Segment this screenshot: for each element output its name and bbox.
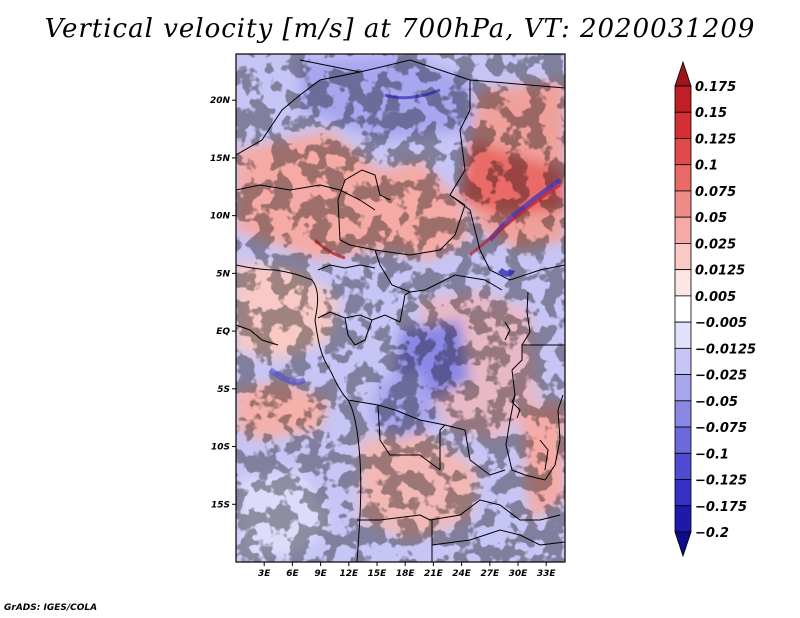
map-frame (235, 53, 566, 563)
colorbar-max-arrow (674, 60, 692, 87)
colorbar-swatch (674, 216, 692, 244)
colorbar-swatch (674, 321, 692, 349)
colorbar-swatch (674, 164, 692, 192)
colorbar-label: 0.075 (695, 185, 736, 200)
colorbar-label: 0.05 (695, 211, 727, 226)
colorbar-swatch (674, 85, 692, 113)
colorbar-swatch (674, 452, 692, 480)
colorbar-label: 0.125 (695, 132, 736, 147)
colorbar-label: 0.005 (695, 290, 736, 305)
lon-tick-label: 30E (509, 569, 529, 579)
colorbar-swatch (674, 426, 692, 454)
lon-tick-label: 3E (258, 569, 271, 579)
colorbar-label: −0.075 (695, 421, 747, 436)
lat-tick-label: 10N (210, 212, 231, 222)
colorbar-label: 0.1 (695, 159, 718, 174)
lat-tick-label: 5N (216, 269, 230, 279)
lon-tick-label: 9E (314, 569, 327, 579)
lon-tick-label: 33E (537, 569, 557, 579)
colorbar-swatch (674, 111, 692, 139)
colorbar-label: 0.15 (695, 106, 727, 121)
colorbar-swatch (674, 243, 692, 271)
colorbar-label: −0.1 (695, 447, 729, 462)
lat-tick-label: 15N (210, 154, 231, 164)
colorbar-label: 0.0125 (695, 264, 745, 279)
colorbar-label: −0.005 (695, 316, 747, 331)
colorbar-label: −0.2 (695, 526, 729, 541)
colorbar: 0.175 0.15 0.125 0.1 0.075 0.05 0.025 0.0125 0.0… (674, 60, 756, 558)
plot-title: Vertical velocity [m/s] at 700hPa, VT: 2… (44, 14, 756, 44)
colorbar-swatch (674, 190, 692, 218)
colorbar-label: −0.05 (695, 395, 738, 410)
grads-credit: GrADS: IGES/COLA (4, 603, 98, 613)
lat-tick-label: 10S (211, 443, 230, 453)
lat-tick-label: 20N (210, 96, 231, 106)
longitude-axis: 3E 6E 9E 12E 15E 18E 21E 24E 27E 30E 33E (258, 562, 556, 579)
lat-tick-label: EQ (216, 327, 230, 337)
colorbar-label: −0.175 (695, 500, 747, 515)
lat-tick-label: 15S (211, 500, 230, 510)
latitude-axis: 20N 15N 10N 5N EQ 5S 10S 15S (210, 96, 236, 510)
lon-tick-label: 21E (424, 569, 444, 579)
lon-tick-label: 18E (396, 569, 416, 579)
colorbar-min-arrow (674, 531, 692, 558)
colorbar-swatch (674, 374, 692, 402)
lon-tick-label: 12E (339, 569, 359, 579)
lat-tick-label: 5S (217, 385, 230, 395)
colorbar-swatch (674, 505, 692, 533)
lon-tick-label: 15E (368, 569, 388, 579)
lon-tick-label: 24E (452, 569, 472, 579)
colorbar-swatch (674, 138, 692, 166)
colorbar-swatch (674, 347, 692, 375)
colorbar-swatch (674, 295, 692, 323)
lon-tick-label: 27E (480, 569, 500, 579)
colorbar-swatch (674, 400, 692, 428)
colorbar-label: −0.0125 (695, 342, 756, 357)
colorbar-swatch (674, 479, 692, 507)
lon-tick-label: 6E (286, 569, 299, 579)
colorbar-label: 0.175 (695, 80, 736, 95)
colorbar-swatch (674, 269, 692, 297)
colorbar-label: 0.025 (695, 237, 736, 252)
colorbar-label: −0.025 (695, 369, 747, 384)
velocity-field (236, 54, 565, 562)
country-borders (236, 59, 565, 562)
colorbar-label: −0.125 (695, 474, 747, 489)
